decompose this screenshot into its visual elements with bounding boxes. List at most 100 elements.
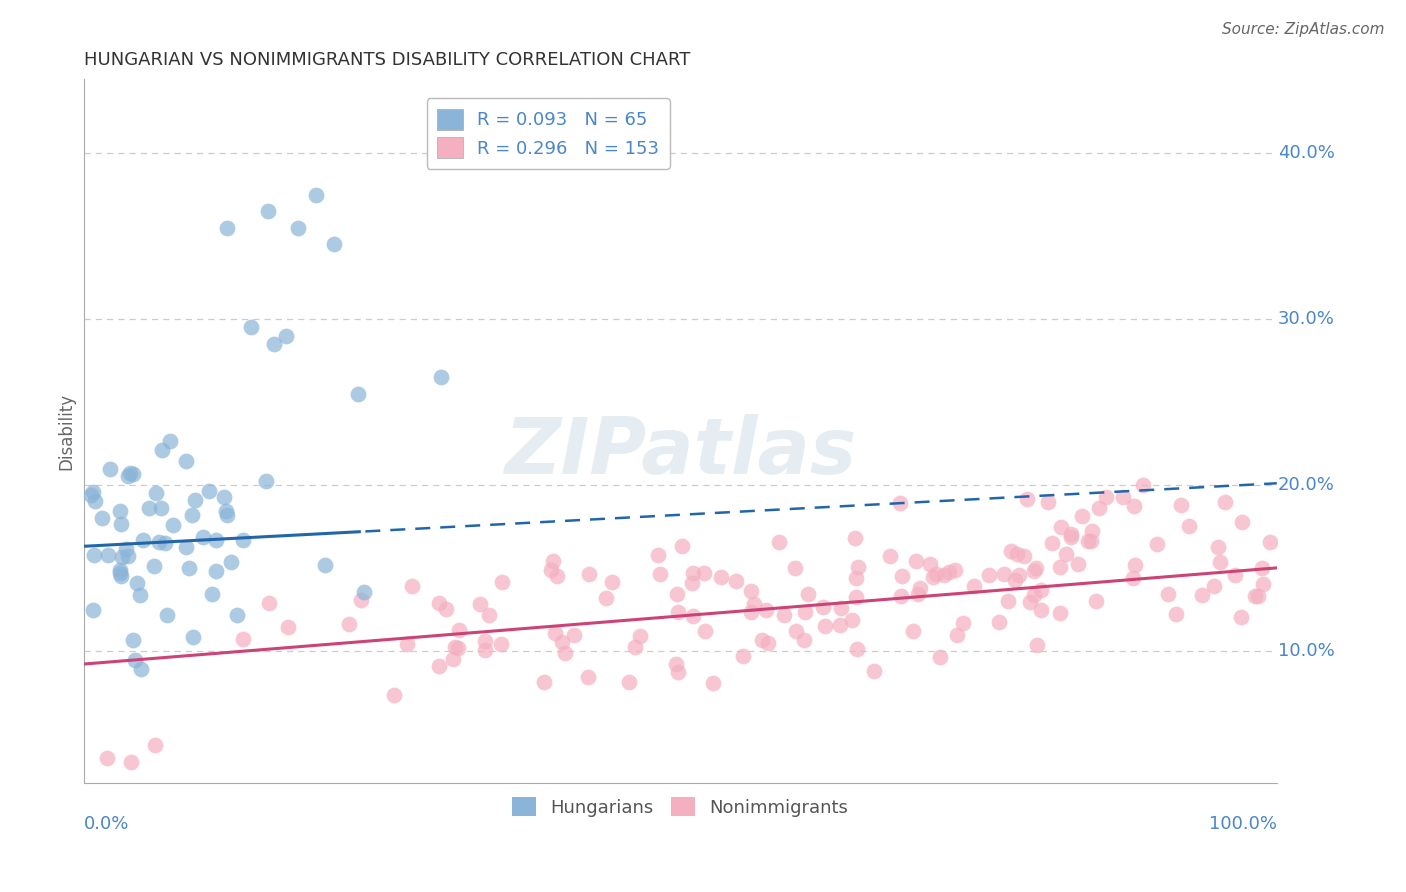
Point xyxy=(110,516,132,531)
Legend: Hungarians, Nonimmigrants: Hungarians, Nonimmigrants xyxy=(505,789,855,824)
Point xyxy=(120,755,142,769)
Point xyxy=(1040,535,1063,549)
Point xyxy=(150,443,173,458)
Point xyxy=(740,605,762,619)
Point xyxy=(110,569,132,583)
Text: 20.0%: 20.0% xyxy=(1278,476,1334,494)
Point xyxy=(929,650,952,665)
Point xyxy=(159,434,181,449)
Point xyxy=(83,548,105,562)
Point xyxy=(478,608,501,623)
Point xyxy=(1025,560,1047,574)
Point xyxy=(785,560,807,574)
Point xyxy=(1049,560,1071,574)
Point xyxy=(84,494,107,508)
Point xyxy=(813,600,835,615)
Point xyxy=(444,640,467,654)
Point xyxy=(540,563,562,577)
Point xyxy=(145,486,167,500)
Point xyxy=(1008,568,1031,582)
Point xyxy=(710,570,733,584)
Point xyxy=(305,187,328,202)
Point xyxy=(682,608,704,623)
Point xyxy=(666,665,689,679)
Text: Source: ZipAtlas.com: Source: ZipAtlas.com xyxy=(1222,22,1385,37)
Point xyxy=(474,643,496,657)
Point xyxy=(353,584,375,599)
Point xyxy=(793,632,815,647)
Point xyxy=(1247,590,1270,604)
Point xyxy=(617,675,640,690)
Point xyxy=(1038,494,1060,508)
Point xyxy=(1012,549,1035,563)
Point xyxy=(150,500,173,515)
Point xyxy=(1258,535,1281,549)
Point xyxy=(1054,547,1077,561)
Point xyxy=(997,594,1019,608)
Point xyxy=(108,504,131,518)
Point xyxy=(904,554,927,568)
Point xyxy=(665,657,688,671)
Point xyxy=(174,454,197,468)
Point xyxy=(731,648,754,663)
Point xyxy=(1112,490,1135,504)
Point xyxy=(434,602,457,616)
Point xyxy=(191,530,214,544)
Point xyxy=(751,632,773,647)
Point xyxy=(254,474,277,488)
Point xyxy=(671,539,693,553)
Point xyxy=(1085,594,1108,608)
Point xyxy=(232,632,254,647)
Point xyxy=(111,549,134,564)
Point xyxy=(628,629,651,643)
Point xyxy=(830,601,852,615)
Point xyxy=(1206,541,1229,555)
Point xyxy=(1000,543,1022,558)
Point xyxy=(551,635,574,649)
Text: 0.0%: 0.0% xyxy=(83,815,129,833)
Point xyxy=(1070,509,1092,524)
Point xyxy=(564,628,586,642)
Point xyxy=(219,555,242,569)
Point xyxy=(205,565,228,579)
Point xyxy=(862,664,884,678)
Point xyxy=(740,584,762,599)
Point xyxy=(91,511,114,525)
Point xyxy=(724,574,747,588)
Point xyxy=(257,597,280,611)
Point xyxy=(793,605,815,619)
Point xyxy=(96,751,118,765)
Point xyxy=(1146,537,1168,551)
Point xyxy=(1209,555,1232,569)
Point xyxy=(1067,558,1090,572)
Point xyxy=(772,607,794,622)
Point xyxy=(441,651,464,665)
Point xyxy=(1123,558,1146,572)
Point xyxy=(1088,501,1111,516)
Point xyxy=(945,627,967,641)
Point xyxy=(952,615,974,630)
Point xyxy=(541,553,564,567)
Point xyxy=(143,558,166,573)
Point xyxy=(239,320,262,334)
Point xyxy=(181,508,204,522)
Point xyxy=(1080,533,1102,548)
Point xyxy=(828,618,851,632)
Point xyxy=(901,624,924,638)
Point xyxy=(276,328,298,343)
Point xyxy=(122,633,145,648)
Point xyxy=(122,467,145,481)
Point xyxy=(396,637,419,651)
Point xyxy=(82,485,104,500)
Point xyxy=(979,567,1001,582)
Point xyxy=(682,566,704,580)
Point xyxy=(1230,609,1253,624)
Point xyxy=(666,587,689,601)
Point xyxy=(681,576,703,591)
Point xyxy=(907,587,929,601)
Point xyxy=(845,571,868,585)
Point xyxy=(132,533,155,547)
Point xyxy=(468,597,491,611)
Point xyxy=(756,636,779,650)
Point xyxy=(215,508,238,522)
